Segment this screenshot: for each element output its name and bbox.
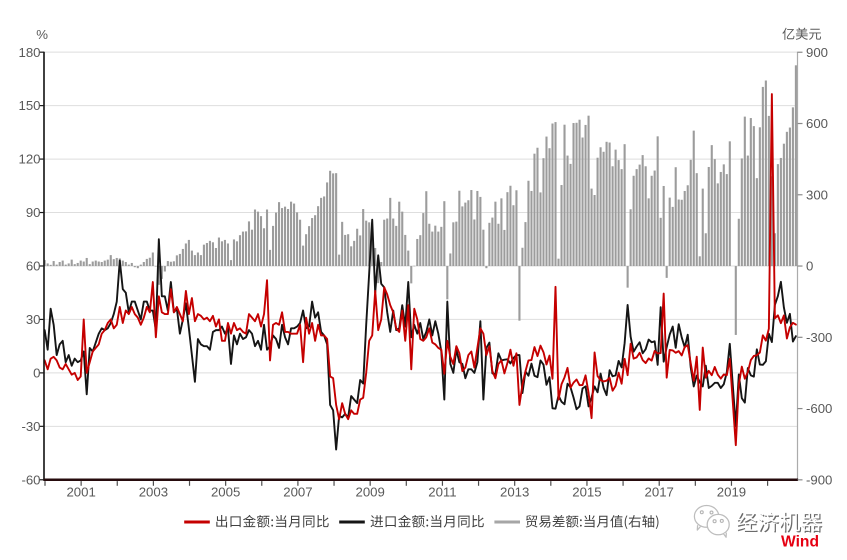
svg-text:300: 300: [806, 187, 828, 202]
svg-text:90: 90: [26, 205, 41, 220]
svg-text:2019: 2019: [717, 485, 746, 500]
svg-text:%: %: [36, 27, 48, 42]
svg-text:2013: 2013: [500, 485, 529, 500]
svg-text:-900: -900: [806, 472, 832, 487]
svg-text:2015: 2015: [572, 485, 601, 500]
svg-text:0: 0: [33, 365, 40, 380]
svg-text:30: 30: [26, 312, 41, 327]
svg-text:180: 180: [18, 45, 40, 60]
svg-text:2017: 2017: [645, 485, 674, 500]
svg-text:-600: -600: [806, 401, 832, 416]
svg-text:2011: 2011: [428, 485, 456, 500]
svg-text:900: 900: [806, 45, 828, 60]
svg-text:600: 600: [806, 116, 828, 131]
svg-text:60: 60: [26, 259, 41, 274]
svg-text:2009: 2009: [355, 485, 384, 500]
svg-text:2007: 2007: [283, 485, 312, 500]
svg-text:150: 150: [18, 98, 40, 113]
svg-text:0: 0: [806, 259, 813, 274]
svg-text:2005: 2005: [211, 485, 240, 500]
svg-text:-300: -300: [806, 330, 832, 345]
svg-text:-60: -60: [21, 472, 40, 487]
svg-text:2003: 2003: [139, 485, 168, 500]
svg-text:120: 120: [18, 152, 40, 167]
svg-text:Wind: Wind: [781, 534, 819, 551]
svg-text:2001: 2001: [66, 485, 95, 500]
svg-text:-30: -30: [21, 419, 40, 434]
